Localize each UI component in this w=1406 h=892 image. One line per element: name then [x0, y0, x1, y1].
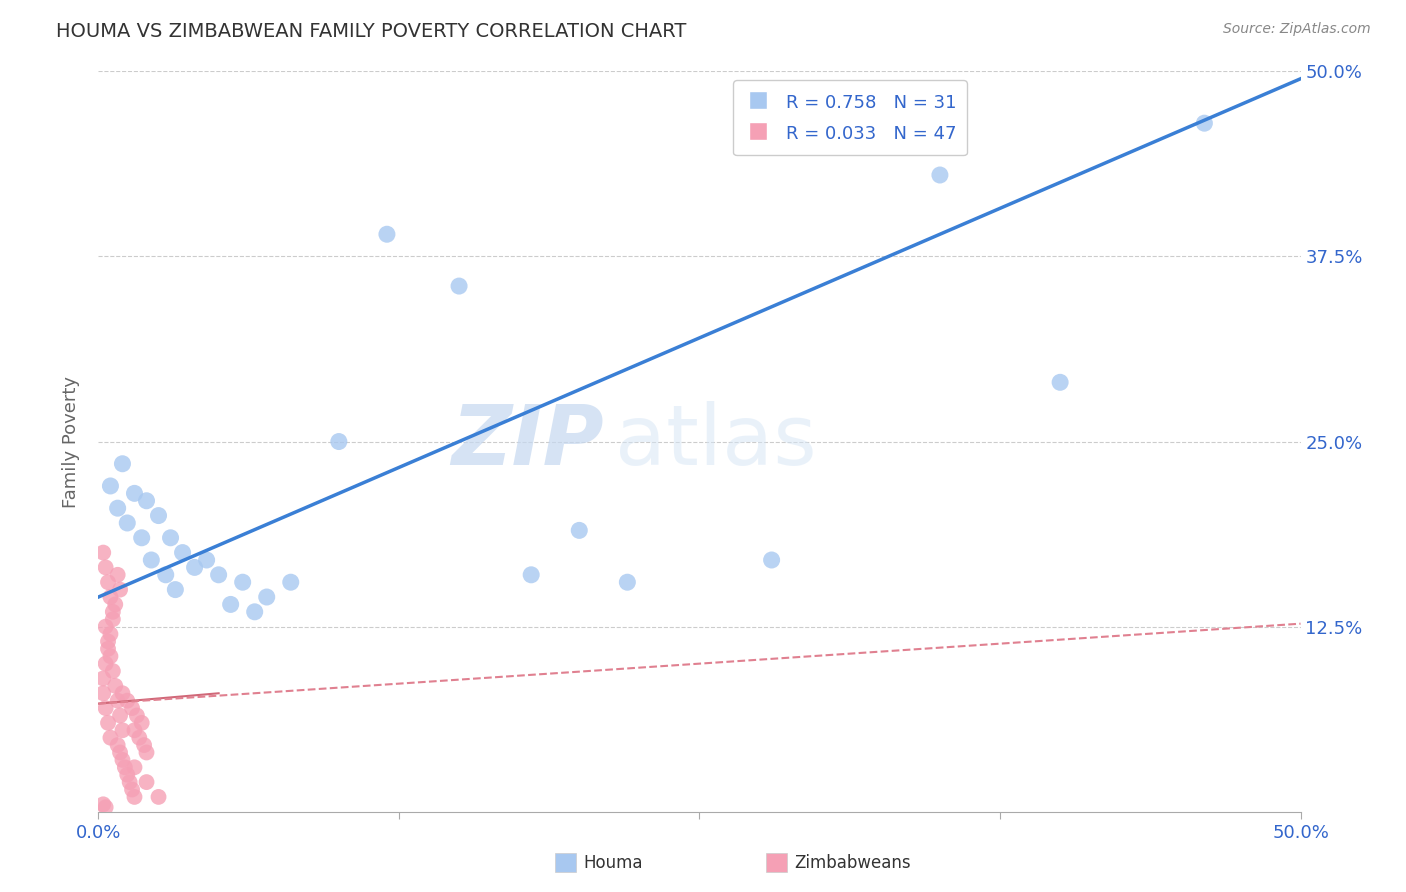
Text: HOUMA VS ZIMBABWEAN FAMILY POVERTY CORRELATION CHART: HOUMA VS ZIMBABWEAN FAMILY POVERTY CORRE…	[56, 22, 686, 41]
Point	[135, 746, 157, 760]
Point	[117, 694, 139, 708]
Point	[101, 612, 124, 626]
Point	[172, 546, 194, 560]
Point	[195, 553, 218, 567]
Point	[100, 627, 122, 641]
Point	[108, 582, 131, 597]
Point	[107, 738, 129, 752]
Point	[108, 708, 131, 723]
Point	[208, 567, 231, 582]
Point	[124, 723, 146, 738]
Point	[132, 738, 155, 752]
Point	[111, 723, 134, 738]
Point	[101, 664, 124, 678]
Point	[97, 575, 120, 590]
Point	[104, 598, 127, 612]
Point	[1194, 116, 1216, 130]
Point	[165, 582, 187, 597]
Point	[111, 457, 134, 471]
Point	[121, 701, 143, 715]
Point	[121, 782, 143, 797]
Point	[375, 227, 398, 242]
Point	[761, 553, 783, 567]
Point	[616, 575, 638, 590]
Point	[148, 508, 170, 523]
Point	[91, 546, 114, 560]
Point	[183, 560, 205, 574]
Point	[520, 567, 543, 582]
Text: atlas: atlas	[616, 401, 817, 482]
Point	[118, 775, 141, 789]
Point	[100, 649, 122, 664]
Point	[101, 605, 124, 619]
Point	[155, 567, 177, 582]
Point	[111, 753, 134, 767]
Point	[100, 731, 122, 745]
Point	[135, 493, 157, 508]
Point	[117, 516, 139, 530]
Point	[232, 575, 254, 590]
Point	[107, 567, 129, 582]
Point	[97, 715, 120, 730]
Point	[135, 775, 157, 789]
Point	[94, 560, 117, 574]
Point	[159, 531, 181, 545]
Point	[280, 575, 302, 590]
Point	[219, 598, 242, 612]
Point	[104, 679, 127, 693]
Point	[243, 605, 266, 619]
Point	[928, 168, 950, 182]
Point	[1049, 376, 1071, 390]
Point	[91, 686, 114, 700]
Point	[111, 686, 134, 700]
Point	[107, 694, 129, 708]
Point	[94, 701, 117, 715]
Point	[141, 553, 163, 567]
Point	[94, 800, 117, 814]
Text: Source: ZipAtlas.com: Source: ZipAtlas.com	[1223, 22, 1371, 37]
Text: Zimbabweans: Zimbabweans	[794, 854, 911, 871]
Point	[107, 501, 129, 516]
Point	[125, 708, 148, 723]
Point	[131, 531, 153, 545]
Point	[568, 524, 591, 538]
Point	[124, 486, 146, 500]
Text: ZIP: ZIP	[451, 401, 603, 482]
Point	[94, 657, 117, 671]
Point	[256, 590, 278, 604]
Point	[91, 672, 114, 686]
Point	[131, 715, 153, 730]
Point	[100, 590, 122, 604]
Point	[100, 479, 122, 493]
Point	[108, 746, 131, 760]
Point	[94, 619, 117, 633]
Legend: R = 0.758   N = 31, R = 0.033   N = 47: R = 0.758 N = 31, R = 0.033 N = 47	[734, 80, 967, 155]
Point	[124, 760, 146, 774]
Point	[128, 731, 150, 745]
Point	[328, 434, 350, 449]
Point	[148, 789, 170, 804]
Point	[124, 789, 146, 804]
Point	[117, 767, 139, 781]
Point	[114, 760, 136, 774]
Point	[97, 641, 120, 656]
Text: Houma: Houma	[583, 854, 643, 871]
Point	[91, 797, 114, 812]
Point	[97, 634, 120, 648]
Y-axis label: Family Poverty: Family Poverty	[62, 376, 80, 508]
Point	[447, 279, 470, 293]
